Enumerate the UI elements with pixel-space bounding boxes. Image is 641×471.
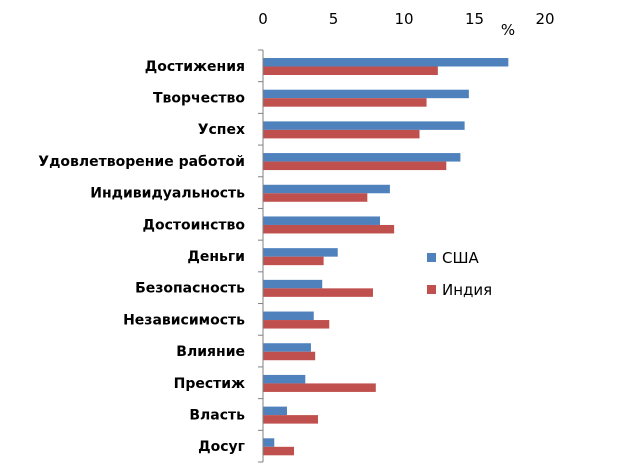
- x-tick-label: 10: [394, 10, 413, 28]
- bar-india: [263, 351, 316, 361]
- bar-india: [263, 224, 395, 234]
- bar-india: [263, 415, 318, 424]
- bar-usa: [263, 121, 465, 130]
- bar-usa: [263, 58, 509, 67]
- category-label: Индивидуальность: [90, 186, 245, 202]
- bars: [263, 58, 509, 456]
- legend: США Индия: [427, 249, 492, 299]
- legend-swatch: [427, 253, 436, 262]
- bar-usa: [263, 311, 314, 321]
- bar-usa: [263, 153, 461, 162]
- bar-usa: [263, 343, 311, 352]
- x-tick-label: 20: [535, 10, 554, 28]
- bar-india: [263, 288, 373, 297]
- category-label: Достоинство: [143, 217, 246, 233]
- bar-india: [263, 161, 447, 171]
- bar-india: [263, 256, 324, 266]
- legend-label: Индия: [442, 281, 492, 299]
- bar-india: [263, 193, 368, 202]
- legend-swatch: [427, 285, 436, 294]
- x-tick-label: 15: [465, 10, 484, 28]
- y-axis-tick-marks: [258, 49, 263, 463]
- category-label: Престиж: [174, 376, 245, 392]
- x-axis-ticks: 0 5 10 15 20: [258, 10, 554, 28]
- bar-usa: [263, 216, 381, 225]
- category-label: Безопасность: [135, 281, 245, 297]
- category-label: Достижения: [145, 59, 245, 75]
- legend-label: США: [442, 249, 480, 267]
- x-axis-unit-label: %: [501, 21, 515, 39]
- category-label: Удовлетворение работой: [38, 154, 245, 170]
- bar-india: [263, 320, 330, 329]
- bar-usa: [263, 279, 323, 289]
- x-tick-label: 0: [258, 10, 268, 28]
- category-label: Деньги: [187, 249, 245, 265]
- category-label: Успех: [198, 122, 245, 138]
- bar-usa: [263, 248, 338, 257]
- bar-usa: [263, 184, 390, 194]
- bar-usa: [263, 374, 306, 384]
- x-tick-label: 5: [329, 10, 339, 28]
- category-label: Досуг: [198, 439, 245, 455]
- category-label: Влияние: [176, 344, 245, 360]
- category-label: Власть: [189, 407, 245, 423]
- category-labels: Достижения Творчество Успех Удовлетворение …: [38, 59, 245, 455]
- bar-india: [263, 446, 295, 456]
- bar-usa: [263, 89, 469, 99]
- bar-india: [263, 66, 438, 75]
- bar-usa: [263, 406, 287, 416]
- bar-usa: [263, 438, 275, 447]
- bar-india: [263, 129, 420, 139]
- category-label: Независимость: [123, 312, 245, 328]
- bar-india: [263, 98, 427, 107]
- category-label: Творчество: [153, 91, 245, 107]
- bar-india: [263, 383, 376, 392]
